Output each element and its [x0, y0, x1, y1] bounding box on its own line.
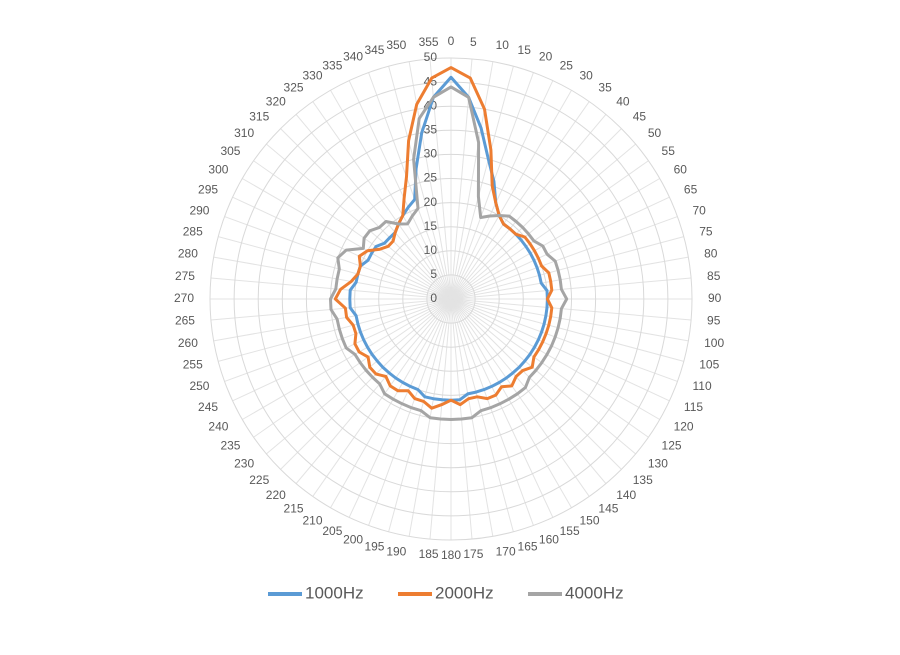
category-label: 45 — [633, 109, 647, 123]
category-label: 25 — [560, 58, 574, 72]
category-label: 180 — [441, 548, 461, 562]
category-label: 130 — [648, 456, 668, 470]
category-label: 280 — [178, 247, 198, 261]
category-label: 20 — [539, 50, 553, 64]
category-label: 195 — [364, 539, 384, 553]
r-tick-label: 20 — [424, 195, 438, 209]
category-label: 155 — [560, 524, 580, 538]
category-label: 120 — [674, 420, 694, 434]
category-label: 85 — [707, 269, 721, 283]
category-label: 300 — [208, 163, 228, 177]
legend-label: 1000Hz — [305, 583, 364, 602]
category-label: 35 — [598, 81, 612, 95]
category-label: 295 — [198, 183, 218, 197]
grid-ring — [378, 226, 524, 372]
category-label: 100 — [704, 336, 724, 350]
category-label: 305 — [220, 144, 240, 158]
legend: 1000Hz 2000Hz 4000Hz — [268, 583, 624, 602]
grid-ring — [233, 81, 669, 517]
r-tick-label: 35 — [424, 122, 438, 136]
category-label: 205 — [322, 524, 342, 538]
category-label: 220 — [266, 488, 286, 502]
category-label: 230 — [234, 456, 254, 470]
category-label: 235 — [220, 439, 240, 453]
category-label: 110 — [693, 379, 712, 393]
category-label: 170 — [496, 544, 516, 558]
category-label: 135 — [633, 473, 653, 487]
category-label: 250 — [189, 379, 209, 393]
category-label: 240 — [208, 420, 228, 434]
category-label: 150 — [580, 514, 600, 528]
category-label: 10 — [496, 38, 510, 52]
category-label: 260 — [178, 336, 198, 350]
category-label: 345 — [364, 43, 384, 57]
category-label: 50 — [648, 126, 662, 140]
grid-ring — [305, 153, 597, 445]
category-label: 160 — [539, 533, 559, 547]
category-label: 5 — [470, 35, 477, 49]
category-label: 55 — [662, 144, 676, 158]
category-label: 225 — [249, 473, 269, 487]
category-label: 125 — [662, 439, 682, 453]
category-label: 290 — [189, 203, 209, 217]
category-label: 265 — [175, 314, 195, 328]
category-label: 185 — [419, 547, 439, 561]
category-label: 190 — [386, 544, 406, 558]
category-label: 270 — [174, 291, 194, 305]
category-label: 275 — [175, 269, 195, 283]
category-label: 105 — [699, 358, 719, 372]
category-label: 335 — [322, 58, 342, 72]
r-tick-label: 10 — [424, 243, 438, 257]
category-label: 145 — [598, 502, 618, 516]
category-label: 165 — [518, 539, 538, 553]
category-label: 65 — [684, 183, 698, 197]
r-tick-label: 5 — [430, 267, 437, 281]
category-label: 340 — [343, 50, 363, 64]
grid-ring — [426, 274, 476, 324]
category-label: 310 — [234, 126, 254, 140]
category-label: 330 — [302, 69, 322, 83]
category-label: 115 — [684, 400, 703, 414]
category-label: 70 — [693, 203, 707, 217]
category-label: 90 — [708, 291, 722, 305]
category-label: 40 — [616, 94, 630, 108]
legend-label: 2000Hz — [435, 583, 494, 602]
category-label: 255 — [183, 358, 203, 372]
category-label: 350 — [386, 38, 406, 52]
category-label: 175 — [463, 547, 483, 561]
grid-ring — [281, 129, 621, 469]
r-tick-label: 15 — [424, 219, 438, 233]
grid-ring — [402, 250, 500, 348]
series-line — [329, 85, 569, 421]
grid-ring — [257, 105, 645, 493]
grid-ring — [209, 57, 693, 541]
category-label: 315 — [249, 109, 269, 123]
category-label: 215 — [284, 502, 304, 516]
category-label: 75 — [699, 225, 713, 239]
category-label: 320 — [266, 94, 286, 108]
r-tick-label: 25 — [424, 171, 438, 185]
category-label: 80 — [704, 247, 718, 261]
legend-label: 4000Hz — [565, 583, 624, 602]
category-label: 30 — [580, 69, 594, 83]
category-label: 140 — [616, 488, 636, 502]
r-tick-label: 50 — [424, 50, 438, 64]
category-label: 60 — [674, 163, 688, 177]
category-label: 355 — [419, 35, 439, 49]
category-label: 325 — [284, 81, 304, 95]
r-tick-label: 30 — [424, 147, 438, 161]
category-label: 210 — [302, 514, 322, 528]
category-label: 0 — [448, 34, 455, 48]
category-label: 285 — [183, 225, 203, 239]
category-label: 95 — [707, 314, 721, 328]
category-label: 245 — [198, 400, 218, 414]
r-tick-label: 0 — [430, 291, 437, 305]
category-label: 15 — [518, 43, 532, 57]
series-line — [333, 66, 554, 410]
category-label: 200 — [343, 533, 363, 547]
